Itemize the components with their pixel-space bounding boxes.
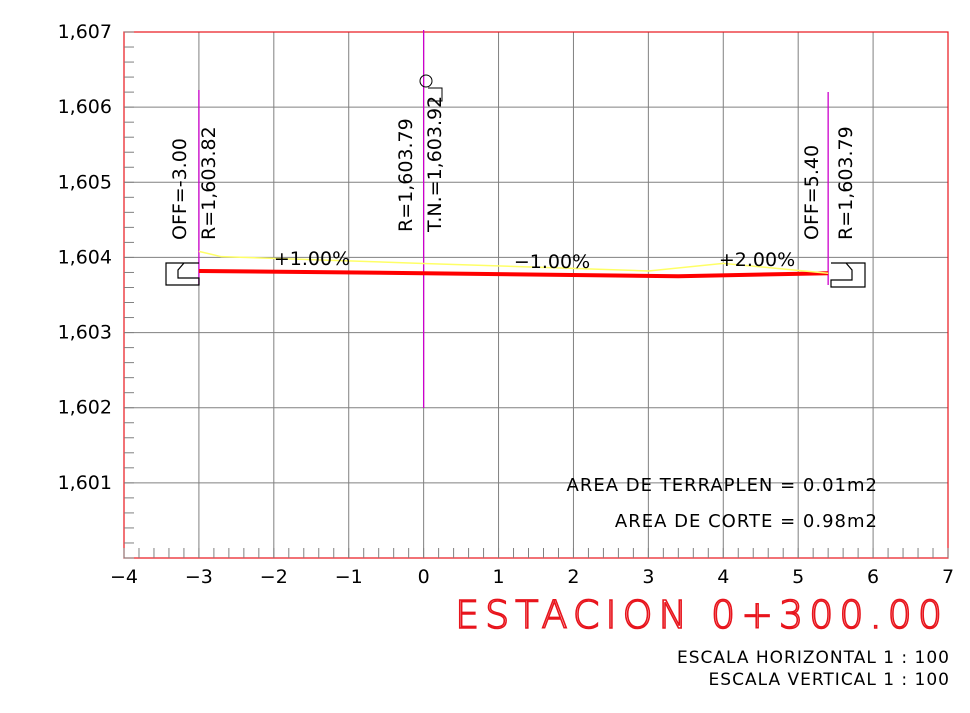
x-tick-label: 0	[418, 566, 430, 588]
terrain-elevation-label: T.N.=1,603.92	[424, 96, 446, 233]
y-tick-label: 1,604	[58, 246, 112, 268]
elevation-label: R=1,603.82	[198, 126, 220, 240]
x-axis-labels: −4 −3 −2 −1 0 1 2 3 4 5 6 7	[110, 566, 954, 588]
x-tick-label: −4	[110, 566, 138, 588]
tn-bracket-icon	[428, 87, 443, 102]
y-tick-label: 1,607	[58, 21, 112, 43]
x-tick-label: −1	[335, 566, 363, 588]
y-tick-label: 1,601	[58, 472, 112, 494]
area-corte-label: AREA DE CORTE = 0.98m2	[615, 511, 878, 532]
horizontal-scale: ESCALA HORIZONTAL 1 : 100	[676, 648, 950, 668]
x-tick-label: 1	[492, 566, 504, 588]
x-tick-label: 2	[567, 566, 579, 588]
x-tick-label: −2	[260, 566, 288, 588]
y-tick-label: 1,605	[58, 171, 112, 193]
offset-label: OFF=-3.00	[169, 138, 191, 240]
elevation-label: R=1,603.79	[835, 126, 857, 240]
x-tick-label: 5	[792, 566, 804, 588]
vertical-scale: ESCALA VERTICAL 1 : 100	[708, 670, 950, 690]
slope-label: +1.00%	[274, 248, 350, 270]
left-curb	[165, 262, 200, 286]
offset-markers	[198, 30, 829, 408]
x-tick-label: 6	[867, 566, 879, 588]
elevation-label: R=1,603.79	[395, 118, 417, 232]
plot-frame	[123, 31, 949, 559]
x-tick-label: 4	[717, 566, 729, 588]
terrain-profile-line	[198, 250, 829, 274]
curbs	[165, 262, 866, 288]
design-profile-line	[198, 268, 829, 279]
offset-label: OFF=5.40	[801, 145, 823, 240]
profile-lines	[198, 250, 829, 279]
axis-minor-ticks	[123, 31, 949, 559]
tn-symbol-icon	[419, 74, 433, 88]
annotations: OFF=-3.00 R=1,603.82 R=1,603.79 T.N.=1,603.…	[169, 74, 878, 532]
grid	[124, 32, 948, 558]
slope-label: −1.00%	[514, 251, 590, 273]
frame-border	[123, 31, 949, 559]
y-tick-label: 1,603	[58, 322, 112, 344]
y-tick-label: 1,606	[58, 96, 112, 118]
x-tick-label: −3	[185, 566, 213, 588]
y-tick-label: 1,602	[58, 397, 112, 419]
right-curb	[830, 262, 866, 288]
area-terraplen-label: AREA DE TERRAPLEN = 0.01m2	[567, 475, 878, 496]
x-tick-label: 7	[942, 566, 954, 588]
y-axis-labels: 1,607 1,606 1,605 1,604 1,603 1,602 1,601	[58, 21, 112, 494]
x-tick-label: 3	[642, 566, 654, 588]
slope-label: +2.00%	[719, 249, 795, 271]
station-title: ESTACION 0+300.00	[454, 592, 948, 638]
